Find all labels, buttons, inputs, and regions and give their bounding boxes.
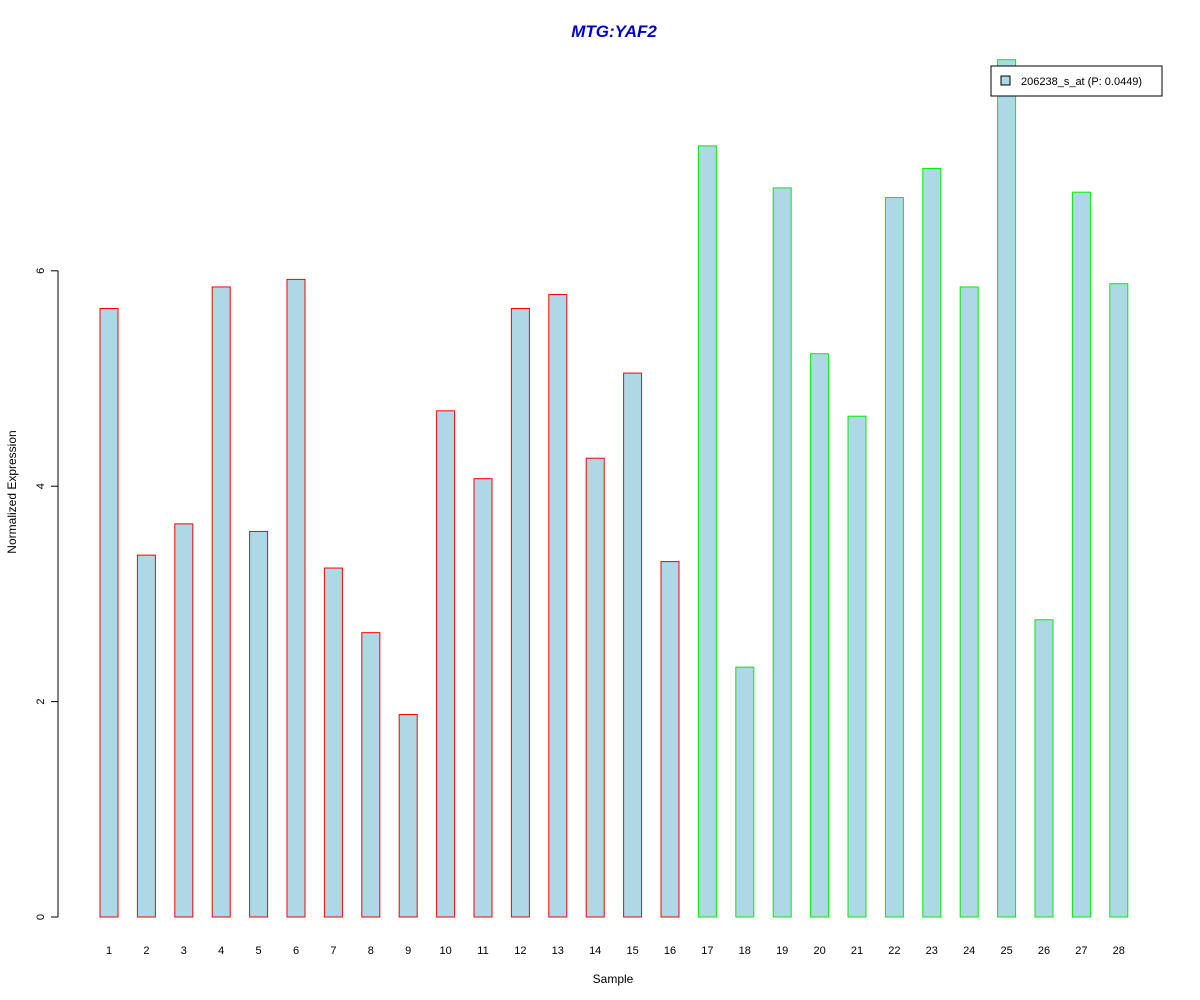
bar xyxy=(174,523,194,918)
x-tick-label: 4 xyxy=(218,945,224,957)
x-axis-label: Sample xyxy=(593,972,634,986)
bar xyxy=(323,567,343,918)
bar xyxy=(249,530,269,918)
bars-group xyxy=(99,59,1129,918)
bar xyxy=(286,278,306,918)
x-tick-label: 19 xyxy=(776,945,788,957)
bar xyxy=(922,167,942,918)
bar xyxy=(697,145,717,918)
bar xyxy=(398,714,418,918)
bar xyxy=(810,353,830,918)
x-tick-label: 23 xyxy=(926,945,938,957)
y-axis-label: Normalized Expression xyxy=(5,430,19,553)
x-tick-label: 21 xyxy=(851,945,863,957)
x-tick-label: 5 xyxy=(256,945,262,957)
y-tick-label: 6 xyxy=(35,268,47,274)
bar xyxy=(473,478,493,918)
bar xyxy=(211,286,231,918)
x-tick-label: 8 xyxy=(368,945,374,957)
x-tick-label: 18 xyxy=(739,945,751,957)
x-tick-label: 15 xyxy=(626,945,638,957)
x-tick-label: 7 xyxy=(330,945,336,957)
x-tick-labels: 1 2 3 4 5 6 7 8 9 10 11 12 13 14 15 16 17 18 19 20 21 22 23 24 2… xyxy=(106,945,1125,957)
bar xyxy=(660,561,680,918)
bar xyxy=(1071,191,1091,918)
bar xyxy=(436,410,456,918)
x-tick-label: 3 xyxy=(181,945,187,957)
bar xyxy=(136,554,156,918)
x-tick-label: 22 xyxy=(888,945,900,957)
bar xyxy=(884,197,904,918)
x-tick-label: 26 xyxy=(1038,945,1050,957)
legend-swatch xyxy=(1000,75,1011,86)
y-axis: 0 2 4 6 xyxy=(35,268,59,920)
bar xyxy=(99,307,119,918)
y-tick-label: 0 xyxy=(35,914,47,920)
bar xyxy=(510,307,530,918)
x-tick-label: 28 xyxy=(1113,945,1125,957)
bar xyxy=(361,632,381,918)
x-tick-label: 13 xyxy=(552,945,564,957)
legend-box xyxy=(990,65,1163,97)
x-tick-label: 14 xyxy=(589,945,601,957)
x-tick-label: 17 xyxy=(701,945,713,957)
bar xyxy=(1109,283,1129,918)
y-tick-label: 2 xyxy=(35,699,47,705)
bar xyxy=(1034,619,1054,918)
x-tick-label: 20 xyxy=(813,945,825,957)
chart-title: MTG:YAF2 xyxy=(571,22,657,41)
x-tick-label: 25 xyxy=(1000,945,1012,957)
bar xyxy=(997,59,1017,918)
x-tick-label: 11 xyxy=(477,945,488,957)
x-tick-label: 12 xyxy=(514,945,526,957)
bar xyxy=(772,187,792,918)
x-tick-label: 16 xyxy=(664,945,676,957)
legend: 206238_s_at (P: 0.0449) xyxy=(990,65,1163,97)
x-tick-label: 24 xyxy=(963,945,975,957)
x-tick-label: 6 xyxy=(293,945,299,957)
x-tick-label: 9 xyxy=(405,945,411,957)
bar xyxy=(585,457,605,918)
x-tick-label: 27 xyxy=(1075,945,1087,957)
bar xyxy=(735,666,755,918)
legend-label: 206238_s_at (P: 0.0449) xyxy=(1021,76,1142,88)
x-tick-label: 10 xyxy=(439,945,451,957)
y-tick-label: 4 xyxy=(35,483,47,489)
bar xyxy=(548,293,568,918)
x-tick-label: 2 xyxy=(143,945,149,957)
x-tick-label: 1 xyxy=(106,945,112,957)
bar xyxy=(623,372,643,918)
bar xyxy=(959,286,979,918)
bar xyxy=(847,415,867,918)
